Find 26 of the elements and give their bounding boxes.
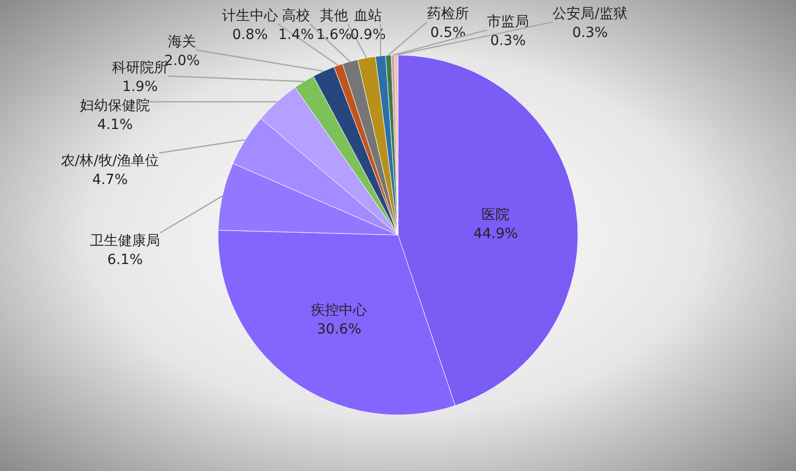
slice-label: 高校 xyxy=(282,8,310,24)
data-label: 0.9% xyxy=(350,27,386,43)
data-label: 4.7% xyxy=(92,172,128,188)
slice-label: 市监局 xyxy=(487,14,529,30)
data-label: 0.5% xyxy=(430,25,466,41)
data-label: 4.1% xyxy=(97,117,133,133)
data-label: 0.8% xyxy=(232,27,268,43)
slice-label: 医院 xyxy=(482,207,510,224)
slice-label: 药检所 xyxy=(427,6,469,22)
data-label: 0.3% xyxy=(572,25,608,41)
slice-label: 海关 xyxy=(168,34,196,50)
data-label: 1.9% xyxy=(122,79,158,95)
data-label: 6.1% xyxy=(107,252,143,268)
slice-label: 计生中心 xyxy=(222,8,278,24)
slice-label: 妇幼保健院 xyxy=(80,98,150,114)
slice-label: 公安局/监狱 xyxy=(552,6,628,22)
slice-label: 血站 xyxy=(354,8,382,24)
data-label: 1.4% xyxy=(278,27,314,43)
data-label: 44.9% xyxy=(473,226,518,242)
data-label: 30.6% xyxy=(316,322,362,338)
slice-label: 卫生健康局 xyxy=(90,233,160,249)
slice-label: 疾控中心 xyxy=(311,302,368,319)
data-label: 0.3% xyxy=(490,33,526,49)
data-label: 1.6% xyxy=(316,27,352,43)
slice-label: 农/林/牧/渔单位 xyxy=(60,153,160,169)
slice-label: 其他 xyxy=(320,8,348,24)
